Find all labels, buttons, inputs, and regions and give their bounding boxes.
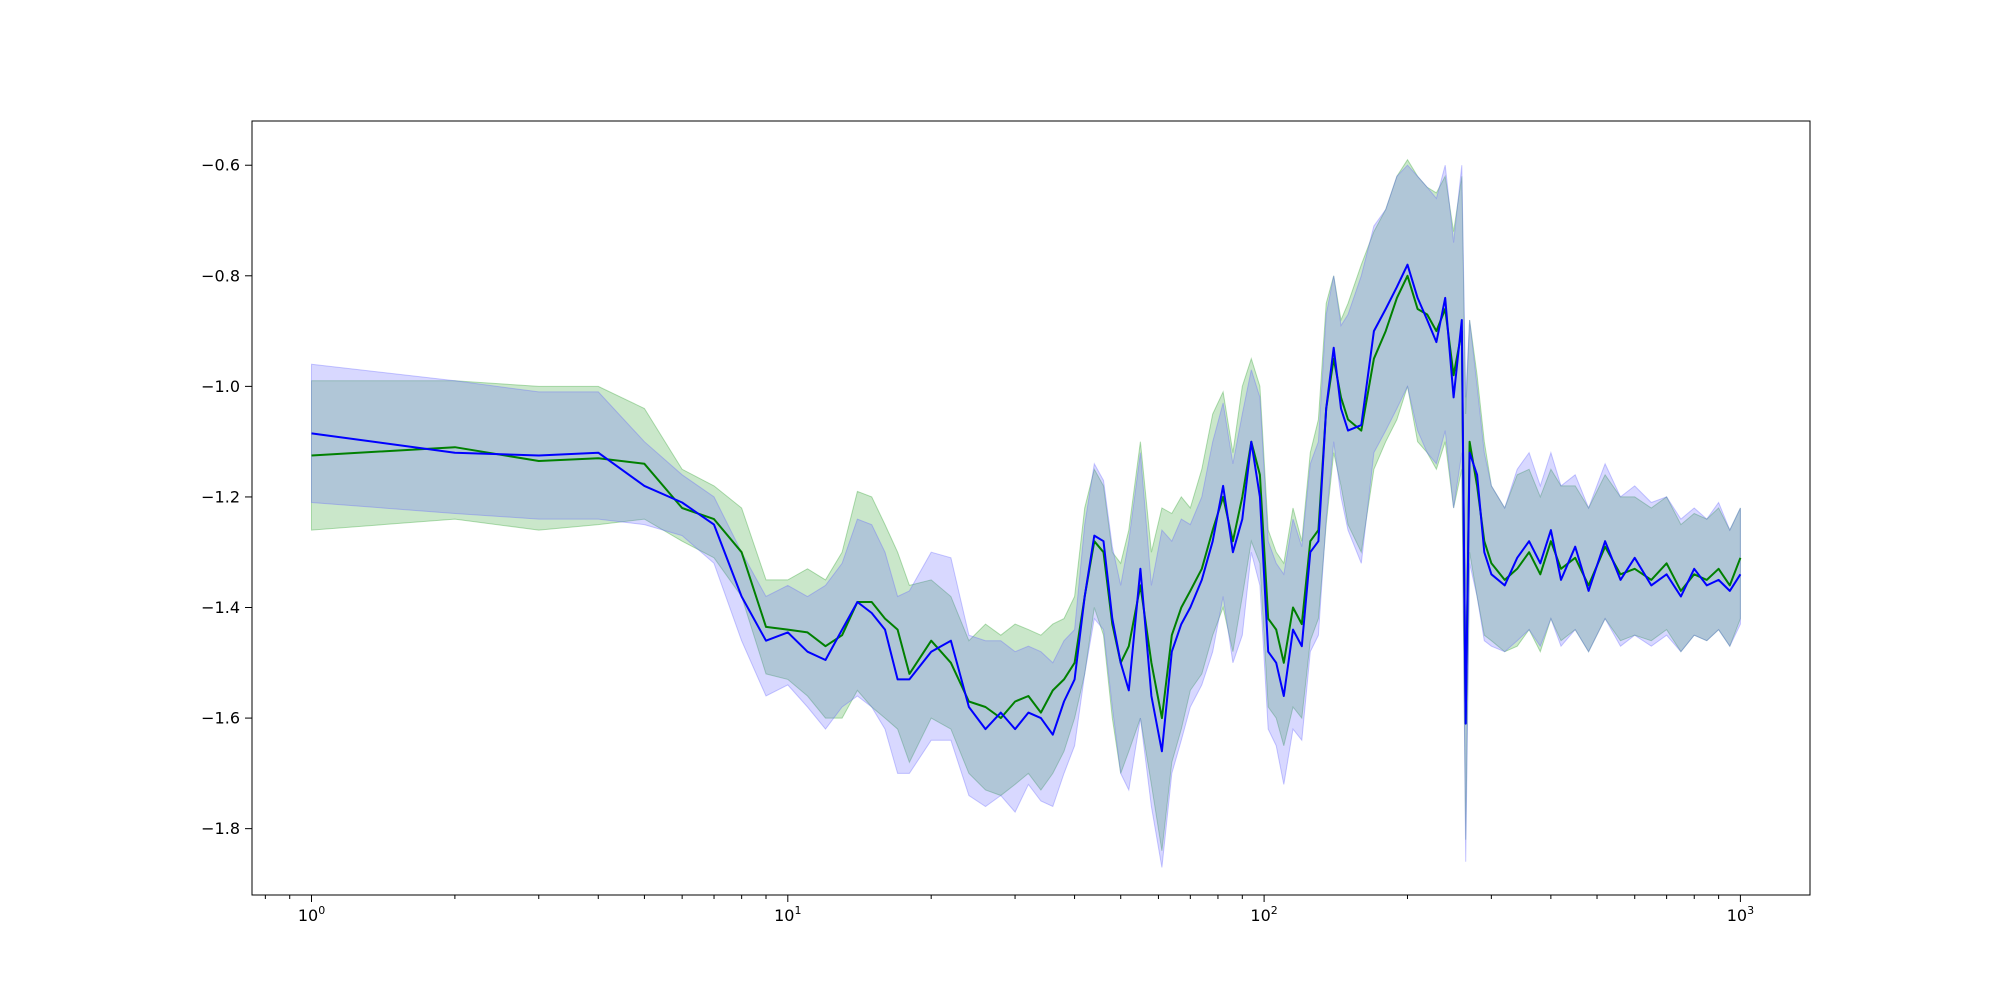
plot-frame xyxy=(251,120,1811,896)
y-tick-label: −1.6 xyxy=(201,709,240,728)
x-axis: 100 101 102 103 xyxy=(264,895,1754,925)
series-1-line xyxy=(311,274,1742,725)
y-tick-label: −1.8 xyxy=(201,819,240,838)
x-tick-label: 100 xyxy=(298,904,325,925)
y-tick-label: −0.6 xyxy=(201,156,240,175)
y-tick-label: −1.4 xyxy=(201,598,240,617)
confidence-bands xyxy=(311,158,1741,868)
plot-area xyxy=(252,121,1810,895)
y-tick-label: −0.8 xyxy=(201,266,240,285)
y-tick-label: −1.0 xyxy=(201,377,240,396)
x-tick-label: 102 xyxy=(1250,904,1277,925)
x-tick-label: 103 xyxy=(1727,904,1754,925)
y-axis: −0.6 −0.8 −1.0 −1.2 −1.4 −1.6 −1.8 xyxy=(201,156,252,838)
y-tick-label: −1.2 xyxy=(201,487,240,506)
x-tick-label: 101 xyxy=(774,904,801,925)
series-lines xyxy=(311,263,1742,753)
series-2-line xyxy=(311,263,1742,753)
series-1-band xyxy=(311,158,1741,851)
series-2-band xyxy=(311,164,1741,868)
